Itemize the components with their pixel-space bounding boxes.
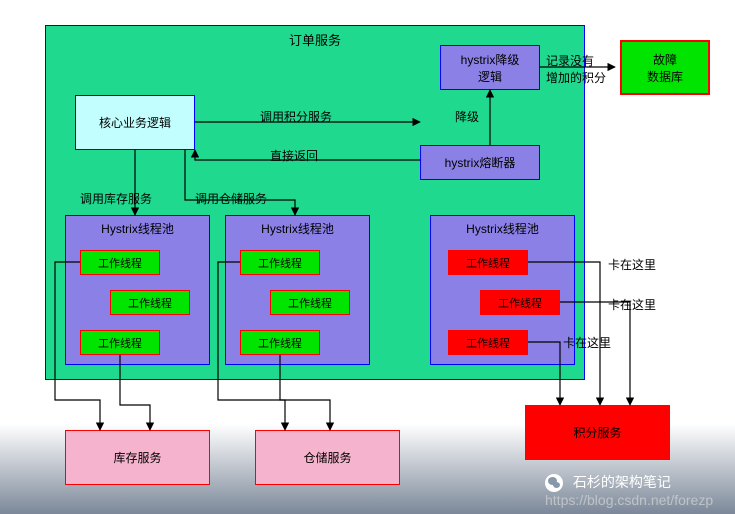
edge-label: 卡在这里 [608,296,656,313]
node-svc_warehouse: 仓储服务 [255,430,400,485]
edge-label: 卡在这里 [608,256,656,273]
node-p2t2: 工作线程 [270,290,350,315]
edge-label: 调用库存服务 [80,190,152,207]
node-p3t1: 工作线程 [448,250,528,275]
footer-text: 石杉的架构笔记 [573,474,671,490]
footer-credit: 石杉的架构笔记 [545,472,671,492]
node-core_logic: 核心业务逻辑 [75,95,195,150]
edge-label: 卡在这里 [563,334,611,351]
node-p2t1: 工作线程 [240,250,320,275]
node-failure_db: 故障 数据库 [620,40,710,95]
node-svc_points: 积分服务 [525,405,670,460]
edge-label: 直接返回 [270,147,318,164]
node-hystrix_fallback: hystrix降级 逻辑 [440,45,540,90]
edge-label: 记录没有 增加的积分 [546,52,606,86]
watermark-text: https://blog.csdn.net/forezp [545,492,713,508]
node-p1t3: 工作线程 [80,330,160,355]
node-p2t3: 工作线程 [240,330,320,355]
edge-label: 调用积分服务 [260,108,332,125]
edge-label: 降级 [455,108,479,125]
node-svc_stock: 库存服务 [65,430,210,485]
edge-label: 调用仓储服务 [195,190,267,207]
node-p3t2: 工作线程 [480,290,560,315]
node-p1t2: 工作线程 [110,290,190,315]
wechat-icon [545,474,563,492]
node-hystrix_breaker: hystrix熔断器 [420,145,540,180]
node-p3t3: 工作线程 [448,330,528,355]
node-p1t1: 工作线程 [80,250,160,275]
